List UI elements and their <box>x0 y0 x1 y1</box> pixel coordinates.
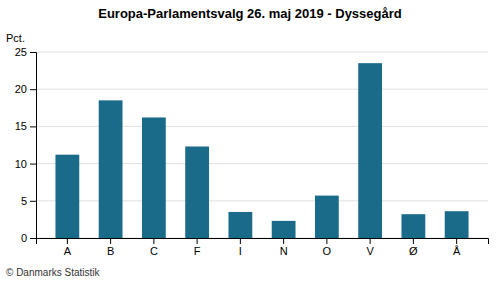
bar <box>401 214 425 238</box>
y-tick-label: 25 <box>15 46 27 58</box>
x-tick-label: V <box>366 245 374 257</box>
x-tick-mark <box>413 238 414 244</box>
x-tick: C <box>150 238 158 257</box>
x-tick-label: B <box>107 245 114 257</box>
y-tick: 25 <box>15 46 36 58</box>
grid-line <box>36 52 488 53</box>
x-tick-label: C <box>150 245 158 257</box>
x-tick: Å <box>453 238 461 257</box>
x-tick-label: N <box>280 245 288 257</box>
plot: A B C F I N O V Ø Å 0 5 10 15 20 25 <box>15 46 489 257</box>
y-axis-label: Pct. <box>6 32 25 44</box>
x-tick-mark <box>67 238 68 244</box>
x-tick-mark <box>110 238 111 244</box>
y-tick-label: 15 <box>15 120 27 132</box>
bar <box>142 117 166 238</box>
y-tick: 15 <box>15 120 36 132</box>
y-tick-mark <box>30 238 36 239</box>
chart: Europa-Parlamentsvalg 26. maj 2019 - Dys… <box>0 0 500 282</box>
x-tick-label: Ø <box>409 245 418 257</box>
y-tick: 10 <box>15 158 36 170</box>
x-tick-mark <box>197 238 198 244</box>
y-tick: 5 <box>21 195 36 207</box>
x-tick: I <box>239 238 242 257</box>
x-tick: B <box>107 238 114 257</box>
y-tick-label: 20 <box>15 83 27 95</box>
x-tick: O <box>323 238 332 257</box>
y-axis-line <box>30 53 37 239</box>
y-tick-label: 10 <box>15 158 27 170</box>
bar <box>315 196 339 238</box>
x-tick-mark <box>153 238 154 244</box>
y-axis: 0 5 10 15 20 25 <box>15 46 37 244</box>
x-tick-label: Å <box>453 245 461 257</box>
x-tick: N <box>280 238 288 257</box>
bar <box>272 221 296 238</box>
y-tick-mark <box>30 126 36 127</box>
x-tick: V <box>366 238 374 257</box>
x-tick-mark <box>456 238 457 244</box>
bar <box>185 146 209 238</box>
x-tick-label: O <box>323 245 332 257</box>
bar <box>55 155 79 238</box>
x-tick-mark <box>283 238 284 244</box>
bar <box>99 100 123 238</box>
x-tick-label: A <box>64 245 72 257</box>
grid-line <box>36 89 488 90</box>
x-axis-line <box>37 239 489 245</box>
title: Europa-Parlamentsvalg 26. maj 2019 - Dys… <box>98 6 402 21</box>
grid <box>36 52 488 238</box>
y-tick: 20 <box>15 83 36 95</box>
x-tick: F <box>194 238 201 257</box>
x-axis: ABCFINOVØÅ <box>37 238 489 257</box>
x-tick-mark <box>326 238 327 244</box>
x-tick: Ø <box>409 238 418 257</box>
y-tick-mark <box>30 164 36 165</box>
y-tick-label: 0 <box>21 232 27 244</box>
x-tick-mark <box>370 238 371 244</box>
bar <box>228 212 252 238</box>
bar <box>445 211 469 238</box>
y-tick-mark <box>30 89 36 90</box>
bars <box>55 63 468 238</box>
y-tick-mark <box>30 201 36 202</box>
y-tick-label: 5 <box>21 195 27 207</box>
x-tick: A <box>64 238 72 257</box>
y-tick-mark <box>30 52 36 53</box>
footer: © Danmarks Statistik <box>6 267 101 278</box>
x-tick-label: I <box>239 245 242 257</box>
x-tick-label: F <box>194 245 201 257</box>
x-tick-mark <box>240 238 241 244</box>
bar <box>358 63 382 238</box>
y-tick: 0 <box>21 232 36 244</box>
